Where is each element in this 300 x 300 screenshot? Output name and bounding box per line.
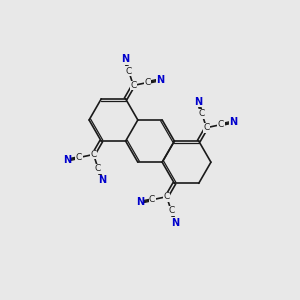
Text: C: C xyxy=(149,195,155,204)
Text: C: C xyxy=(199,109,205,118)
Text: N: N xyxy=(156,75,164,85)
Text: C: C xyxy=(218,120,224,129)
Text: N: N xyxy=(136,197,144,207)
Text: N: N xyxy=(121,55,129,64)
Text: C: C xyxy=(203,123,210,132)
Text: N: N xyxy=(98,176,106,185)
Text: C: C xyxy=(95,164,101,173)
Text: N: N xyxy=(171,218,179,228)
Text: C: C xyxy=(164,192,170,201)
Text: C: C xyxy=(130,81,136,90)
Text: C: C xyxy=(168,206,174,215)
Text: N: N xyxy=(194,97,202,107)
Text: C: C xyxy=(126,67,132,76)
Text: N: N xyxy=(229,117,237,127)
Text: C: C xyxy=(90,150,97,159)
Text: C: C xyxy=(145,78,151,87)
Text: N: N xyxy=(63,155,71,165)
Text: C: C xyxy=(76,153,82,162)
